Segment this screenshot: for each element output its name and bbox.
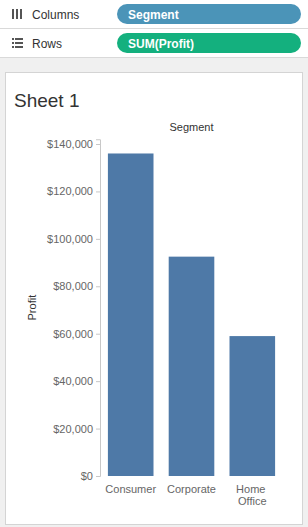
shelf: Columns Segment	[0, 4, 308, 29]
y-tick-label: $120,000	[47, 185, 93, 197]
icon-part	[20, 9, 22, 19]
shelf-icon	[12, 38, 23, 48]
x-tick: Consumer	[105, 483, 156, 495]
x-axis: Consumer Corporate Home Office	[105, 483, 268, 508]
shelf-area	[0, 0, 308, 58]
y-tick-mark	[96, 429, 100, 430]
y-tick-label: $80,000	[53, 280, 93, 292]
x-axis-title: Segment	[169, 121, 213, 133]
y-tick-mark	[96, 286, 100, 287]
y-tick: $120,000	[47, 185, 100, 197]
pill-label[interactable]: Segment	[128, 8, 179, 22]
x-tick: Corporate	[167, 483, 216, 495]
icon-part	[12, 9, 14, 19]
y-tick: $60,000	[53, 328, 100, 340]
shelf-label: Columns	[32, 8, 79, 22]
y-tick-mark	[96, 334, 100, 335]
sheet-panel	[6, 73, 303, 525]
y-tick-label: $20,000	[53, 423, 93, 435]
y-axis-title: Profit	[26, 295, 38, 321]
y-tick: $100,000	[47, 233, 100, 245]
bar	[108, 153, 154, 476]
icon-part	[12, 46, 14, 48]
chart-root: Columns Segment Rows SUM(Profit) Sheet 1 Segm…	[0, 0, 308, 527]
icon-part	[12, 42, 14, 44]
bar	[169, 257, 215, 476]
background	[0, 0, 308, 527]
x-tick-label: Home Office	[236, 483, 268, 508]
y-tick: $20,000	[53, 423, 100, 435]
shelf-separator	[0, 57, 308, 58]
chart-title: Sheet 1	[14, 90, 80, 111]
y-tick-mark	[96, 191, 100, 192]
y-axis-line	[96, 140, 101, 477]
y-tick-label: $40,000	[53, 375, 93, 387]
shelf-separator	[0, 28, 308, 29]
icon-part	[15, 46, 23, 48]
x-tick: Home Office	[236, 483, 268, 508]
bar	[229, 336, 275, 476]
y-tick: $80,000	[53, 280, 100, 292]
shelf-icon	[12, 9, 22, 19]
y-tick-label: $0	[81, 470, 93, 482]
y-tick-mark	[96, 239, 100, 240]
x-tick-label: Corporate	[167, 483, 216, 495]
shelf-label: Rows	[32, 37, 62, 51]
y-tick-label: $140,000	[47, 138, 93, 150]
shelf-pill[interactable]	[117, 4, 301, 24]
y-tick-mark	[96, 381, 100, 382]
icon-part	[15, 38, 23, 40]
y-tick-label: $100,000	[47, 233, 93, 245]
bars	[108, 153, 275, 476]
y-tick-mark	[96, 476, 100, 477]
x-tick-label: Consumer	[105, 483, 156, 495]
y-tick: $40,000	[53, 375, 100, 387]
icon-part	[16, 9, 18, 19]
shelf: Rows SUM(Profit)	[0, 33, 308, 58]
shelf-pill[interactable]	[117, 33, 301, 53]
pill-label[interactable]: SUM(Profit)	[128, 37, 194, 51]
y-tick: $0	[81, 470, 100, 482]
y-axis: $0 $20,000 $40,000 $60,000 $80,000 $100,000 $1…	[47, 138, 100, 482]
y-tick: $140,000	[47, 138, 100, 150]
y-tick-mark	[96, 144, 100, 145]
y-tick-label: $60,000	[53, 328, 93, 340]
icon-part	[15, 42, 23, 44]
icon-part	[12, 38, 14, 40]
